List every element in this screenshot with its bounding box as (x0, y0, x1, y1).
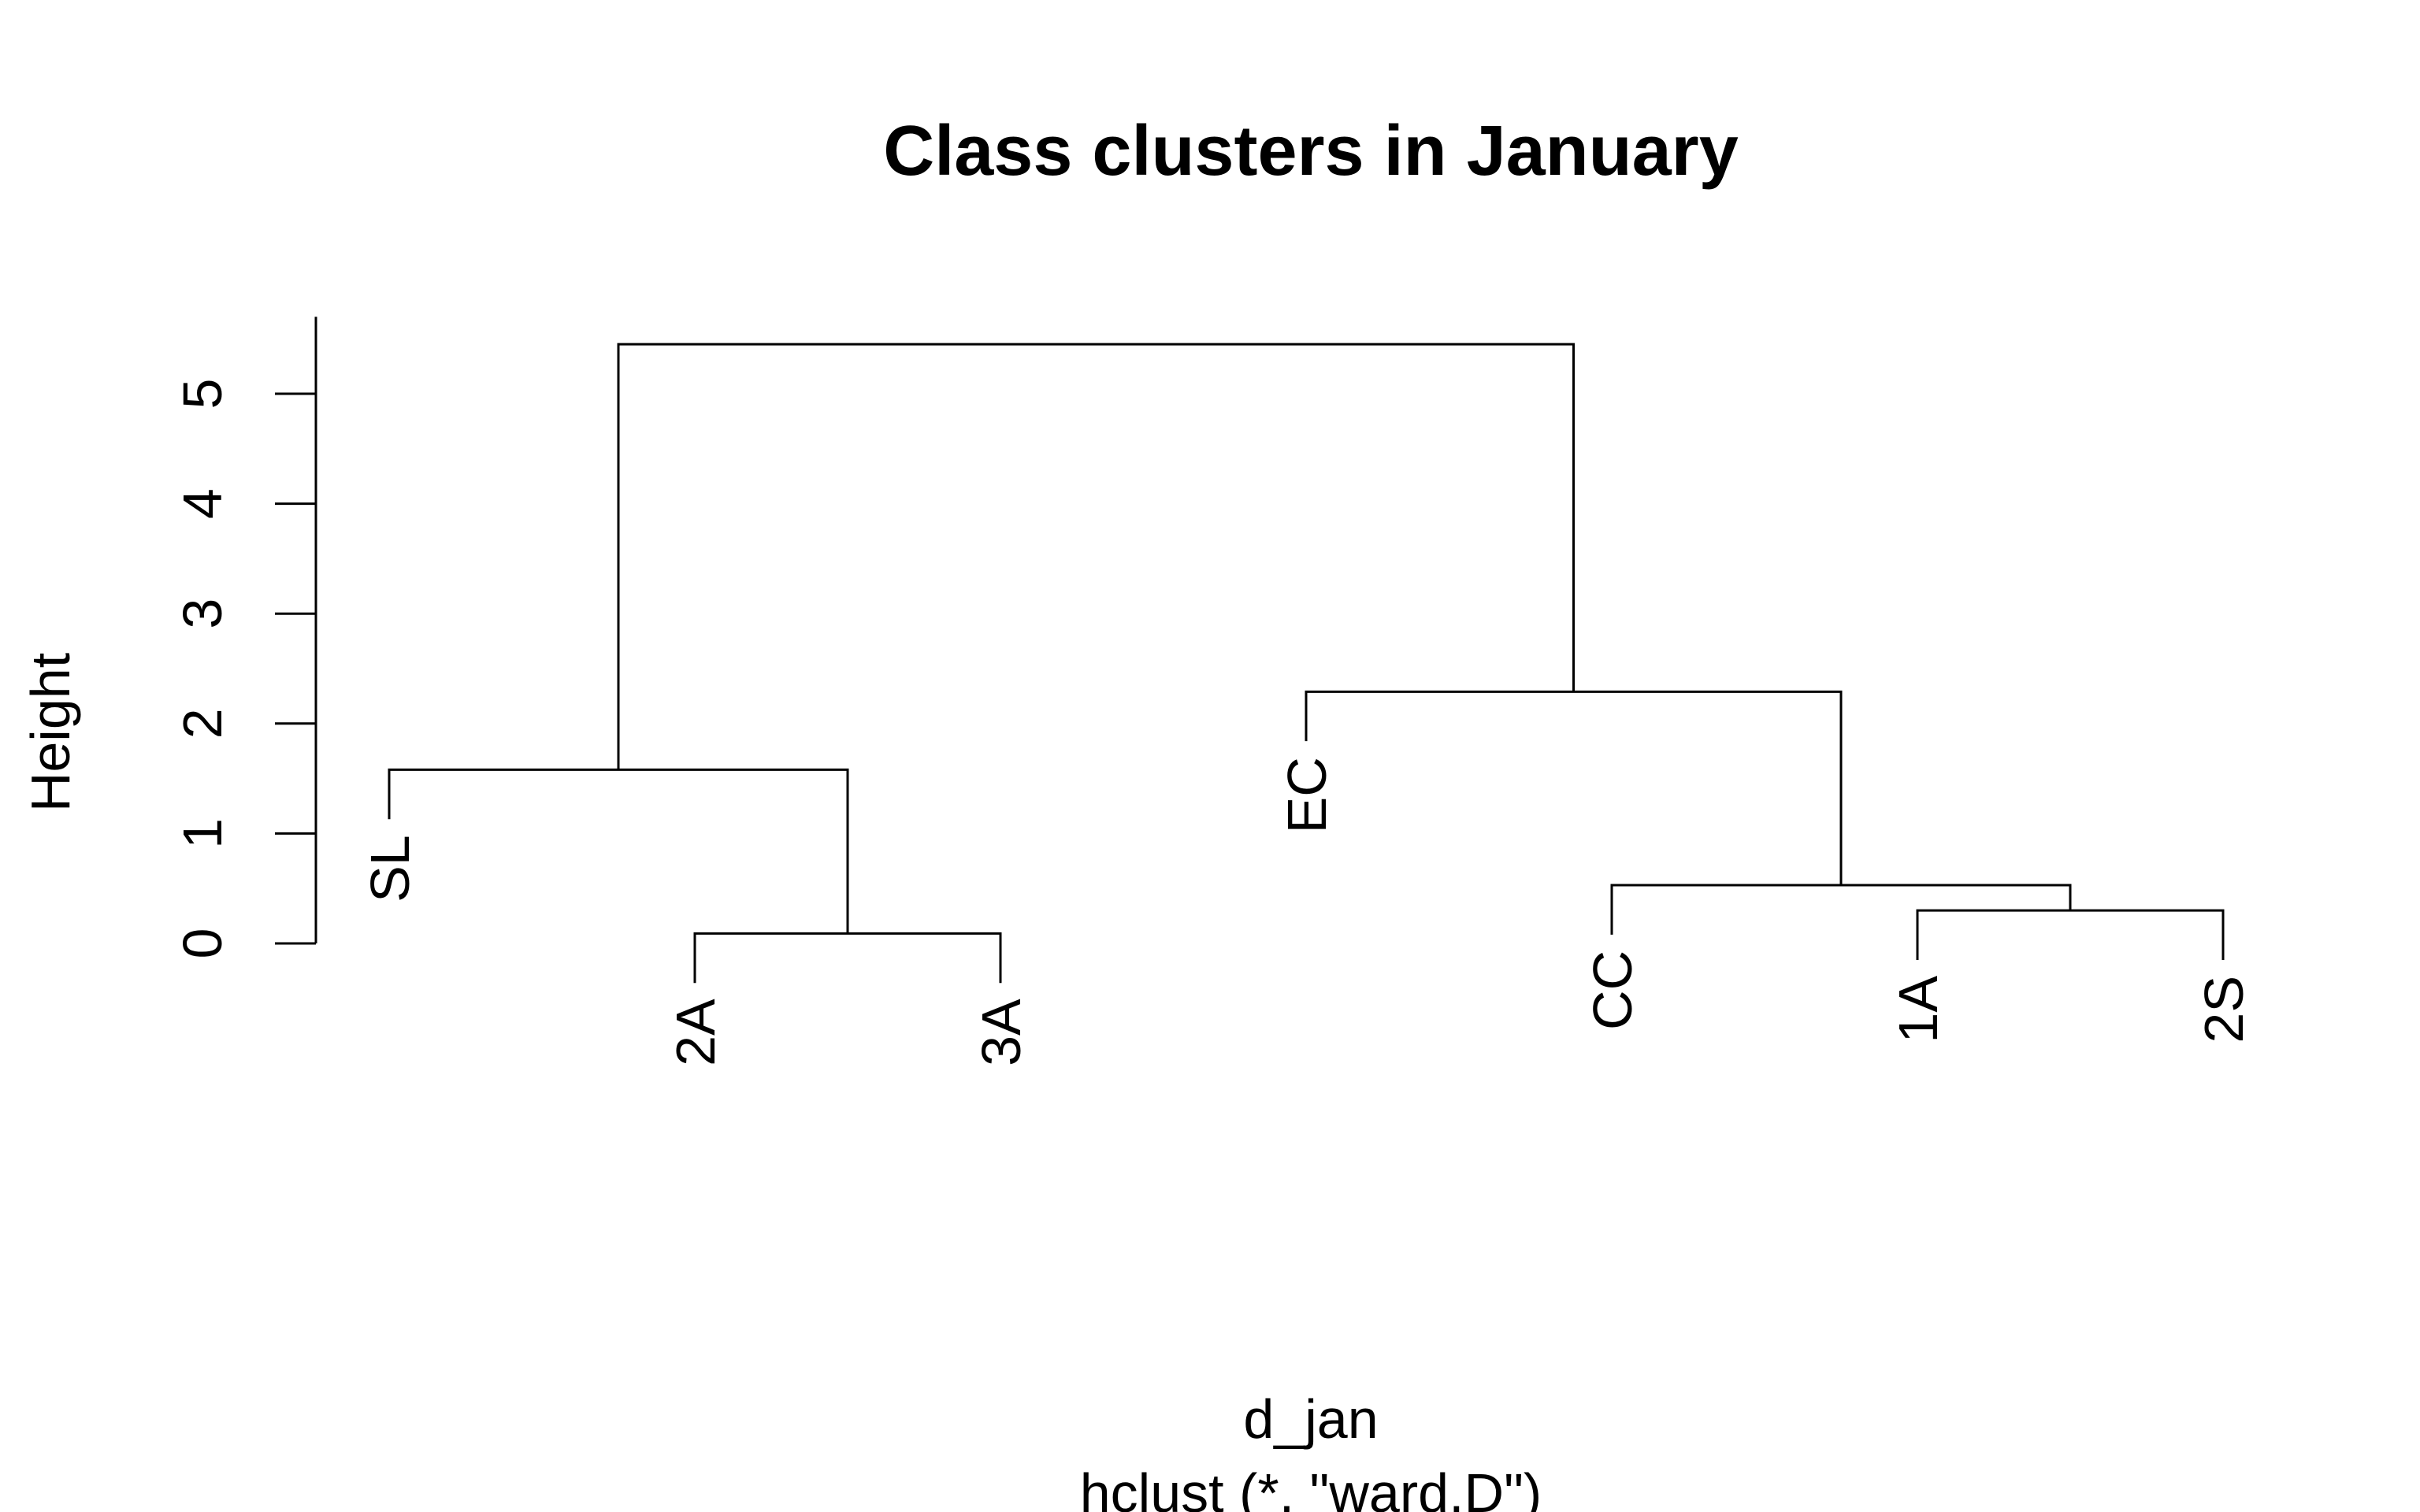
y-axis-label: Height (20, 653, 81, 812)
y-tick-label: 1 (172, 818, 233, 849)
dendrogram-merge (388, 768, 849, 934)
dendrogram-merge (693, 932, 1002, 984)
y-tick-label: 2 (172, 708, 233, 739)
leaf-label-ec: EC (1276, 757, 1338, 833)
x-axis-label: d_jan (1243, 1388, 1378, 1450)
dendrogram-merge (1305, 690, 1843, 886)
y-tick-label: 4 (172, 488, 233, 519)
chart-title: Class clusters in January (883, 112, 1739, 191)
leaf-label-sl: SL (359, 835, 421, 902)
leaf-labels: SL 2A 3A EC CC 1A 2S (359, 757, 2255, 1066)
leaf-label-3a: 3A (971, 999, 1032, 1066)
chart-subtitle: hclust (*, "ward.D") (1080, 1462, 1542, 1512)
leaf-label-1a: 1A (1887, 976, 1949, 1043)
y-axis: 0 1 2 3 4 5 (172, 317, 317, 959)
leaf-label-2a: 2A (665, 999, 726, 1066)
y-tick-label: 3 (172, 598, 233, 629)
y-tick-label: 5 (172, 379, 233, 410)
leaf-label-cc: CC (1582, 951, 1643, 1030)
dendrogram-merge (1916, 909, 2225, 960)
dendrogram-merge (617, 343, 1575, 770)
leaf-label-2s: 2S (2193, 976, 2255, 1043)
y-tick-label: 0 (172, 928, 233, 959)
dendrogram-tree (388, 343, 2225, 984)
